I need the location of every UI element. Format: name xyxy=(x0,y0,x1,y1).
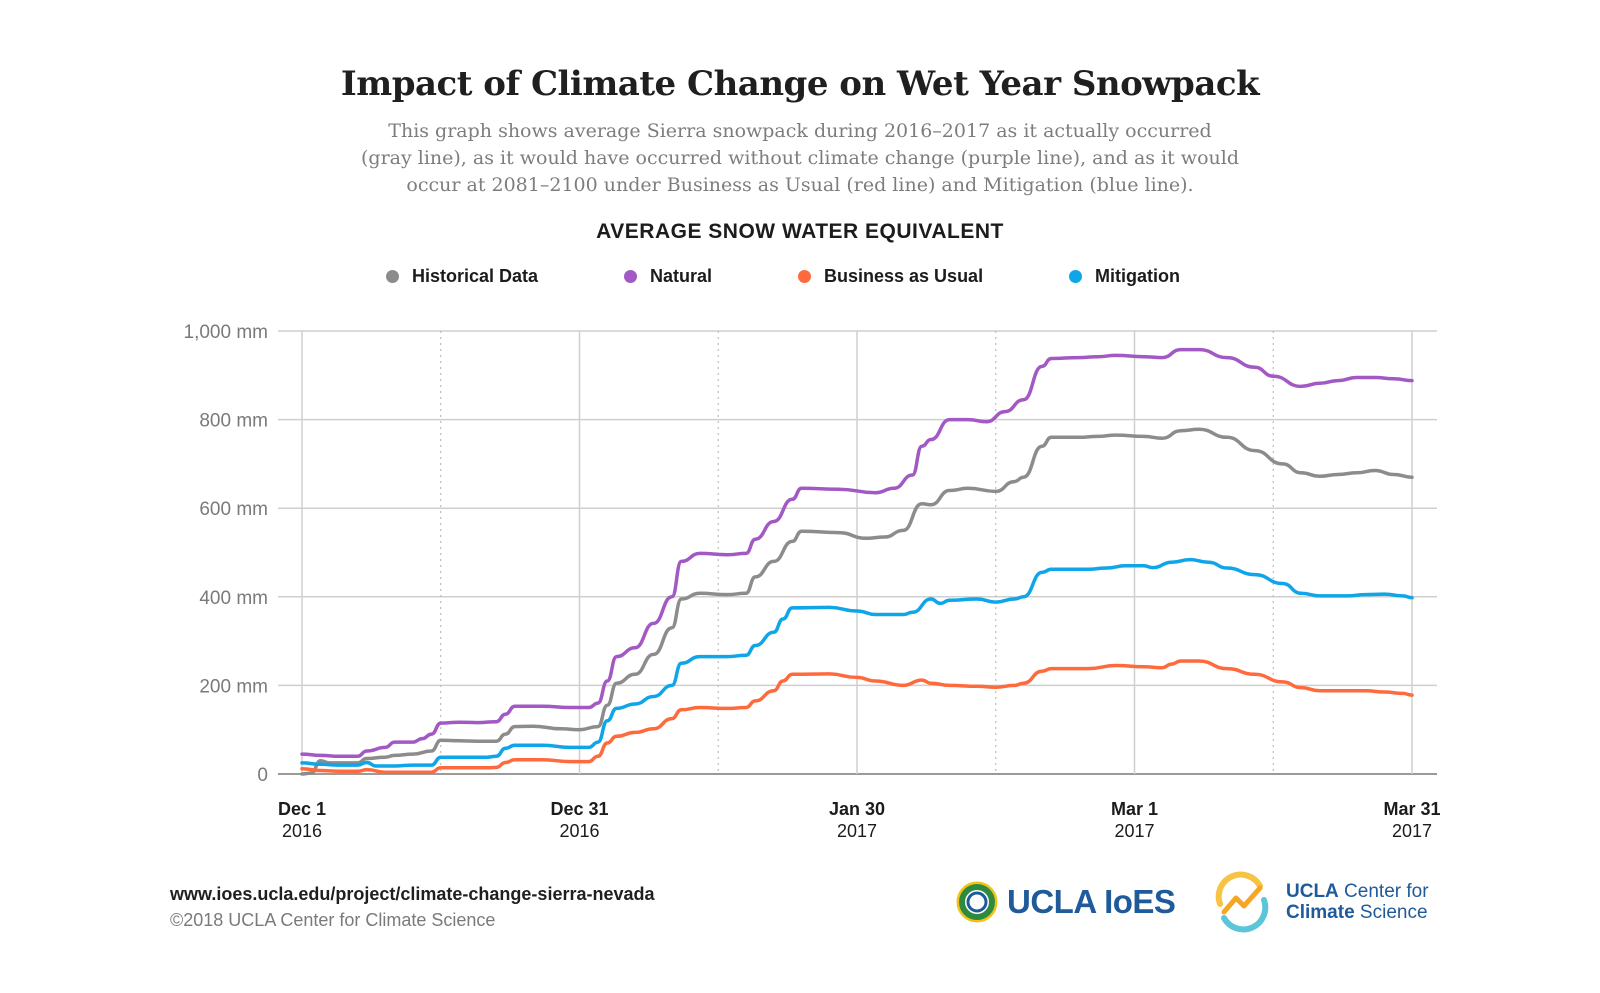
x-tick-label: Jan 30 xyxy=(829,799,885,819)
footer-url[interactable]: www.ioes.ucla.edu/project/climate-change… xyxy=(170,884,655,904)
legend-item-natural: Natural xyxy=(624,266,712,287)
y-tick-label: 1,000 mm xyxy=(184,322,268,343)
legend-label: Mitigation xyxy=(1095,266,1180,286)
series-line-natural xyxy=(300,347,1414,759)
x-tick-sublabel: 2017 xyxy=(1114,821,1154,841)
ucla-ioes-logo: UCLA IoES xyxy=(955,880,1176,924)
chart-title: Impact of Climate Change on Wet Year Sno… xyxy=(340,64,1260,104)
legend-item-mitigation: Mitigation xyxy=(1069,266,1180,287)
legend-label: Natural xyxy=(650,266,713,286)
logo-ioes-text: UCLA IoES xyxy=(1007,883,1176,920)
logo-ccs-ucla: UCLA xyxy=(1286,881,1339,902)
x-tick-label: Mar 31 xyxy=(1383,799,1440,819)
legend-dot-icon xyxy=(798,270,811,283)
subtitle-line: This graph shows average Sierra snowpack… xyxy=(388,120,1212,142)
subtitle-line: (gray line), as it would have occurred w… xyxy=(361,147,1239,169)
footer-copyright: ©2018 UCLA Center for Climate Science xyxy=(170,910,496,930)
x-tick-label: Mar 1 xyxy=(1111,799,1158,819)
series-line-business-as-usual xyxy=(300,659,1414,774)
legend-dot-icon xyxy=(624,270,637,283)
series-line-historical-data xyxy=(300,427,1414,776)
chart-heading: AVERAGE SNOW WATER EQUIVALENT xyxy=(596,220,1004,243)
legend-label: Business as Usual xyxy=(824,266,984,286)
x-tick-sublabel: 2016 xyxy=(282,821,322,841)
legend-dot-icon xyxy=(386,270,399,283)
legend-label: Historical Data xyxy=(412,266,539,286)
climate-science-icon xyxy=(1215,871,1269,933)
series-line-mitigation xyxy=(300,557,1414,768)
y-tick-label: 800 mm xyxy=(199,411,268,432)
y-tick-label: 600 mm xyxy=(199,499,268,520)
subtitle-line: occur at 2081–2100 under Business as Usu… xyxy=(406,174,1194,196)
y-tick-label: 400 mm xyxy=(199,588,268,609)
legend: Historical Data Natural Business as Usua… xyxy=(0,266,1600,290)
ioes-ring-icon xyxy=(956,881,998,923)
x-tick-label: Dec 1 xyxy=(278,799,326,819)
legend-item-business-as-usual: Business as Usual xyxy=(798,266,983,287)
x-tick-sublabel: 2017 xyxy=(837,821,877,841)
x-tick-sublabel: 2017 xyxy=(1392,821,1432,841)
legend-item-historical: Historical Data xyxy=(386,266,538,287)
logo-ccs-text: UCLA Center for Climate Science xyxy=(1286,881,1429,923)
ucla-ccs-logo: UCLA Center for Climate Science xyxy=(1210,870,1429,934)
y-tick-label: 0 xyxy=(257,765,268,786)
logo-ccs-climate: Climate xyxy=(1286,902,1355,923)
y-tick-label: 200 mm xyxy=(199,676,268,697)
x-tick-label: Dec 31 xyxy=(550,799,608,819)
legend-dot-icon xyxy=(1069,270,1082,283)
chart-subtitle: This graph shows average Sierra snowpack… xyxy=(300,118,1300,199)
x-tick-sublabel: 2016 xyxy=(559,821,599,841)
logo-ccs-science: Science xyxy=(1354,902,1428,923)
logo-ccs-center: Center for xyxy=(1338,881,1429,902)
